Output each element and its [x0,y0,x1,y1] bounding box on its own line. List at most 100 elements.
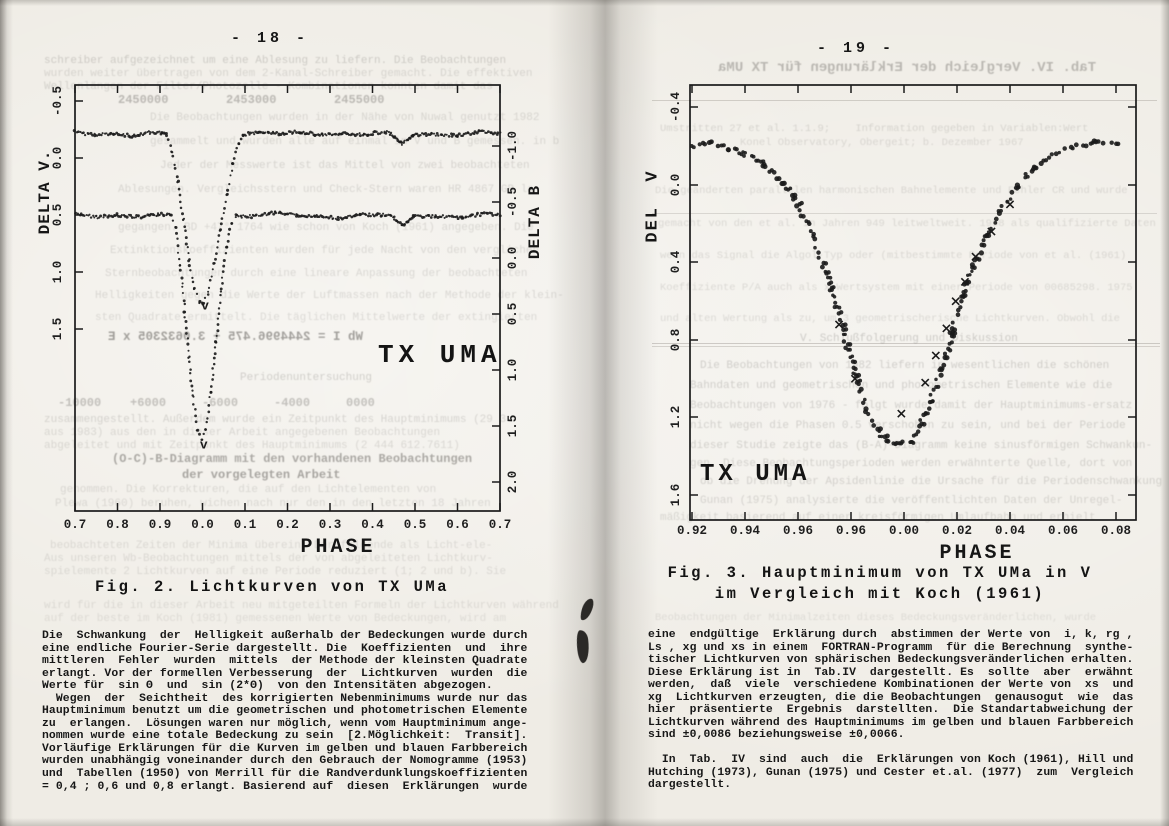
bleedthrough-text: Umstritten 27 et al. 1.1.9; Information … [660,123,1089,135]
fig3-y-tick-label: 1.6 [669,483,683,507]
fig3-x-tick-label: 0.00 [888,524,919,538]
fig2-x-tick-label: 0.3 [318,518,342,532]
body-text-line: xg Lichtkurven erzeugten, die die Beobac… [648,691,1134,704]
fig2-yleft-tick-label: 0.0 [51,146,65,170]
bleedthrough-text: Koeffiziente P/A auch als x Wertsystem m… [660,282,1133,294]
fig3-y-axis-title: DEL V [643,169,663,243]
fig2-x-tick-label: 0.8 [106,518,129,532]
fig3-y-tick-label: 1.2 [669,405,683,429]
body-text-line: nommen wurde eine totale Bedeckung zu se… [42,730,528,743]
body-text-line: Die Schwankung der Helligkeit außerhalb … [42,630,528,642]
bleedthrough-text: ob die Drehung der Apsidenlinie die Ursa… [700,476,1163,488]
fig2-x-tick-label: 0.7 [488,518,512,532]
bleedthrough-text: Jeder der Messwerte ist das Mittel von z… [160,160,530,172]
fig3-y-tick-label: 0.4 [669,250,683,274]
bleedthrough-text: Konel Observatory, Obergeit; b. Dezember… [740,137,1024,149]
bleedthrough-text: Sternbeobachtungen durch eine lineare An… [105,268,528,280]
fig3-x-tick-label: 0.92 [676,524,707,538]
bleedthrough-rule [652,346,1160,347]
fig2-yleft-tick-label: 1.5 [51,317,65,341]
fig2-yleft-tick-label: -0.5 [51,85,65,117]
bleedthrough-text: wenn das Signal die Algol-Typ oder (mitb… [660,250,1127,262]
body-text-line: sind ±0,0086 beziehungsweise ±0,0066. [648,729,905,742]
fig3-y-tick-label: 0.8 [669,328,683,352]
bleedthrough-text: sten Quadrate ermittelt. Die täglichen M… [95,312,538,324]
fig2-x-tick-label: 0.4 [361,518,384,532]
bleedthrough-text: aus 1983) aus den in dieser Arbeit angeg… [44,427,441,439]
fig3-x-tick-label: 0.06 [1047,524,1078,538]
bleedthrough-text: 2450000 2453000 2455000 [118,93,385,107]
bleedthrough-rule [652,343,1160,344]
fig2-yright-axis-title: DELTA B [526,184,544,260]
fig2-yright-tick-label: -0.5 [506,186,520,218]
fig2-yleft-tick-label: 0.5 [51,203,65,227]
body-text-line: erlangt. Vor der formellen Verbesserung … [42,667,528,680]
bleedthrough-rule [652,213,1157,214]
fig2-x-tick-label: 0.9 [148,518,172,532]
fig3-y-tick-label: 0.0 [669,173,683,197]
bleedthrough-text: genommen. Die Korrekturen, die auf den L… [60,484,437,496]
bleedthrough-text: spielemente 2 Lichtkurven auf eine Perio… [44,566,507,578]
fig2-yleft-tick-label: 1.0 [51,260,65,284]
bleedthrough-text: Helligkeiten gegen die Werte der Luftmas… [95,290,564,302]
bleedthrough-text: mäßigkeit basierend auf einer kreisförmi… [660,512,1096,524]
bleedthrough-text: Bahndaten und geometrischen und photomet… [690,380,1113,392]
fig2-yright-tick-label: 1.5 [506,414,520,438]
body-text-line: Lichtkurven während des Hauptminimums im… [648,716,1134,729]
bleedthrough-text: schreiber aufgezeichnet um eine Ablesung… [44,55,507,67]
bleedthrough-text: auf der beste im Koch (1981) gemessenen … [44,613,507,625]
body-text-line: Vorläufige Erklärungen für die Kurven im… [42,742,528,755]
fig3-frame [689,84,1137,521]
bleedthrough-text: der vorgelegten Arbeit [182,468,341,482]
body-text-line: Diese Erklärung ist in Tab.IV dargestell… [648,666,1134,679]
body-text-line: dargestellt. [648,779,732,792]
bleedthrough-text: Extinktionskoeffizienten wurden für jede… [110,245,540,257]
bleedthrough-text: und alten Wertung als zu, um 3 geometris… [660,313,1120,325]
body-text-right-page-paragraph1: eine endgültige Erklärung durch abstimme… [648,629,1133,742]
body-text-line: Werte für sin Θ und sin (2*Θ) von den In… [42,680,493,693]
fig2-x-axis-title: PHASE [300,536,376,559]
body-text-line: werden, daß viele verschiedene Kombinati… [648,679,1134,692]
fig2-frame [74,84,501,512]
bleedthrough-text: -10000 +6000 -6000 -4000 0000 [58,396,375,410]
fig3-y-tick-label: -0.4 [669,91,683,123]
fig3-x-tick-label: 0.08 [1100,524,1131,538]
body-text-line: eine endgültige Erklärung durch abstimme… [648,629,1134,641]
body-text-left-page: Die Schwankung der Helligkeit außerhalb … [42,630,527,793]
fig2-yright-tick-label: 0.5 [506,302,520,326]
fig3-caption-line2: im Vergleich mit Koch (1961) [714,585,1046,603]
bleedthrough-text: (O-C)-B-Diagramm mit den vorhandenen Beo… [112,452,473,466]
fig2-yright-tick-label: 1.0 [506,358,520,382]
body-text-line: Hutching (1973), Gunan (1975) und Cester… [648,766,1134,779]
bleedthrough-text: gegangen. BD +47° 1764 wie schon von Koc… [118,222,534,234]
bleedthrough-text: abgeleitet und mit Zeitpunkt des Hauptmi… [44,440,460,452]
body-text-line: = 0,4 ; 0,6 und 0,8 erlangt. Basierend a… [42,780,528,793]
fig3-x-tick-label: 0.04 [994,524,1025,538]
body-text-line: Hauptminimum benutzt um die geometrische… [42,705,528,718]
bleedthrough-text: gesammelt und wurden alle auf einmal in … [150,136,560,148]
bleedthrough-text: zusammengestellt. Außerdem wurde ein Zei… [44,414,507,426]
bleedthrough-text: Beobachtungen der Minimalzeiten dieses B… [655,612,1097,624]
body-text-line: wurden unabhängig voneinander durch den … [42,755,528,768]
fig2-plot-title: TX UMA [378,340,502,370]
fig2-series-delta-v [72,129,502,306]
bleedthrough-text: wird für die in dieser Arbeit neu mitget… [44,600,559,612]
fig3-plot-title: TX UMA [700,461,811,488]
bleedthrough-text: Aus unseren Wb-Beobachtungen mittels der… [44,553,493,565]
fig2-yright-tick-label: 0.0 [506,246,520,270]
fig3-x-tick-label: 0.94 [729,524,760,538]
bleedthrough-text: Ablesungen. Vergleichsstern und Check-St… [118,184,541,196]
body-text-line: mittleren Fehler wurden mittels der Meth… [42,655,528,668]
body-text-right-page-paragraph2: In Tab. IV sind auch die Erklärungen von… [648,754,1133,792]
body-text-line: Ls , xg und xs in einem FORTRAN-Programm… [648,641,1134,654]
body-text-line: Wegen der Seichtheit des korrigierten Ne… [42,692,528,705]
fig2-minimum-marker: v [200,438,208,453]
fig2-series-delta-b [74,210,502,442]
body-text-line: zu erlangen. Lösungen waren nur möglich,… [42,717,528,730]
fig2-yright-tick-label: -1.0 [506,130,520,162]
fig3-x-tick-label: 0.02 [941,524,972,538]
bleedthrough-text: Wellenlängen der Filter/Photozelle - Kom… [44,81,493,93]
fig2-x-tick-label: 0.0 [191,518,214,532]
fig3-series-v [689,138,1121,447]
body-text-line: In Tab. IV sind auch die Erklärungen von… [648,754,1134,766]
